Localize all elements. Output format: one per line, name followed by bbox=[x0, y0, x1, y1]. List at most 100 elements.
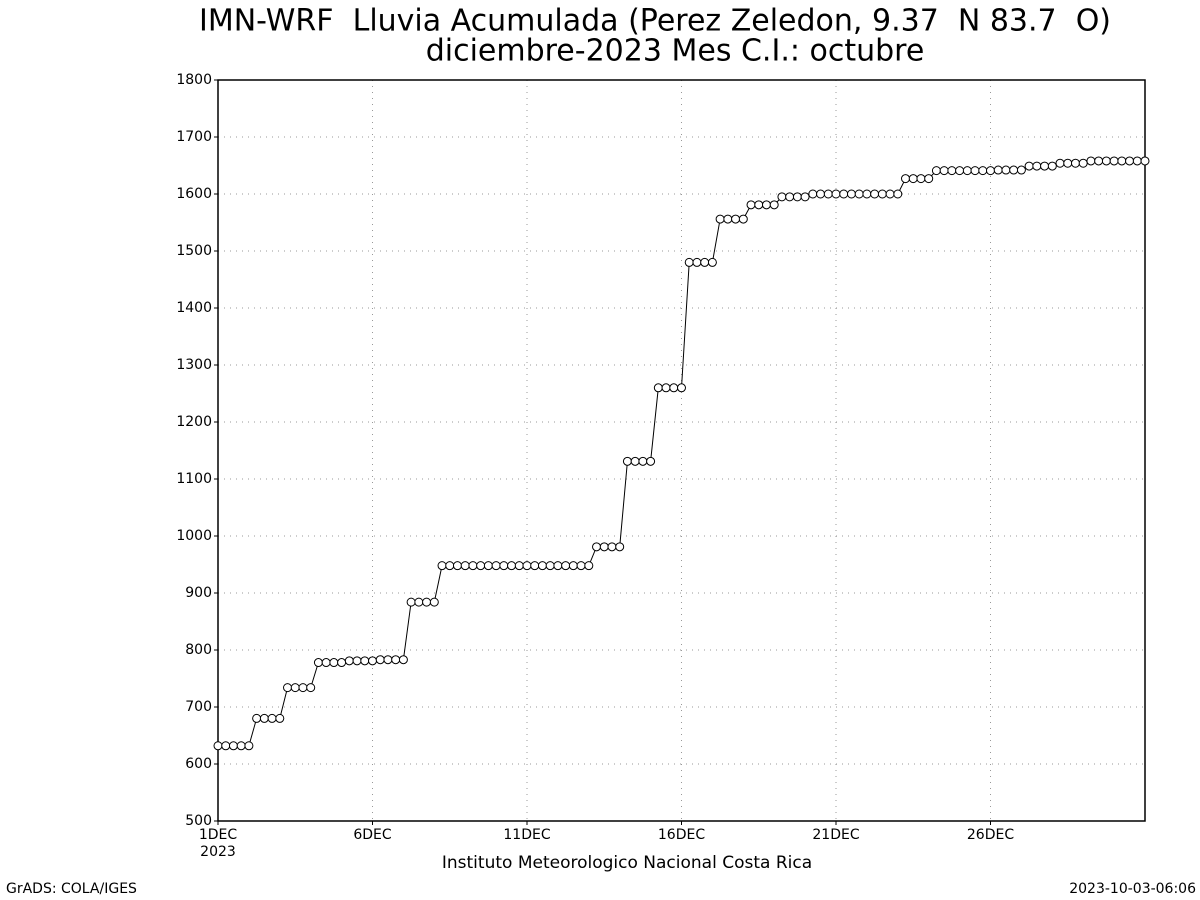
data-point bbox=[754, 200, 764, 210]
data-point bbox=[677, 383, 686, 393]
data-point bbox=[823, 189, 833, 199]
data-point bbox=[831, 189, 841, 199]
data-point bbox=[599, 542, 609, 552]
data-point bbox=[916, 174, 926, 184]
footer: Instituto Meteorologico Nacional Costa R… bbox=[442, 853, 812, 873]
credit: GrADS: COLA/IGES bbox=[6, 881, 137, 897]
data-point bbox=[622, 456, 632, 466]
data-point bbox=[321, 658, 331, 668]
x-tick-label: 11DEC bbox=[503, 827, 550, 843]
data-point bbox=[576, 561, 586, 571]
data-point bbox=[499, 561, 509, 571]
data-point bbox=[483, 561, 493, 571]
data-point bbox=[978, 166, 988, 176]
y-tick-label: 1800 bbox=[176, 72, 212, 88]
data-point bbox=[893, 189, 903, 199]
data-point bbox=[901, 174, 911, 184]
data-point bbox=[846, 189, 856, 199]
data-point bbox=[460, 561, 470, 571]
data-point bbox=[738, 214, 748, 224]
y-tick-label: 700 bbox=[185, 699, 212, 715]
data-point bbox=[700, 257, 710, 267]
data-point bbox=[607, 542, 617, 552]
data-point bbox=[962, 166, 972, 176]
data-point bbox=[877, 189, 887, 199]
data-point bbox=[1009, 165, 1019, 175]
y-tick-label: 800 bbox=[185, 642, 212, 658]
data-point bbox=[1001, 165, 1011, 175]
x-tick-label: 16DEC bbox=[658, 827, 705, 843]
data-point bbox=[429, 597, 439, 607]
data-point bbox=[1101, 156, 1111, 166]
data-point bbox=[228, 741, 238, 751]
data-point bbox=[522, 561, 532, 571]
data-point bbox=[615, 542, 625, 552]
data-point bbox=[352, 656, 362, 666]
data-point bbox=[731, 214, 741, 224]
data-point bbox=[252, 713, 262, 723]
data-point bbox=[507, 561, 517, 571]
data-point bbox=[368, 656, 377, 666]
y-tick-label: 1300 bbox=[176, 357, 212, 373]
y-tick-label: 900 bbox=[185, 585, 212, 601]
data-point bbox=[1016, 165, 1026, 175]
data-point bbox=[283, 683, 293, 693]
data-point bbox=[398, 655, 408, 665]
y-tick-label: 1000 bbox=[176, 528, 212, 544]
data-point bbox=[777, 192, 787, 202]
data-point bbox=[692, 257, 702, 267]
data-point bbox=[584, 561, 594, 571]
x-year-label: 2023 bbox=[200, 844, 236, 860]
data-point bbox=[638, 456, 648, 466]
data-point bbox=[1132, 156, 1142, 166]
y-tick-label: 1700 bbox=[176, 129, 212, 145]
data-point bbox=[939, 166, 949, 176]
data-point bbox=[661, 383, 671, 393]
data-point bbox=[545, 561, 555, 571]
data-point bbox=[422, 597, 432, 607]
data-point bbox=[947, 166, 957, 176]
data-point bbox=[530, 561, 540, 571]
data-point bbox=[244, 741, 254, 751]
data-point bbox=[561, 561, 571, 571]
data-point bbox=[329, 658, 339, 668]
data-point bbox=[816, 189, 826, 199]
data-point bbox=[1078, 158, 1088, 168]
data-point bbox=[568, 561, 578, 571]
y-tick-label: 600 bbox=[185, 756, 212, 772]
data-point bbox=[514, 561, 524, 571]
data-point bbox=[684, 257, 694, 267]
data-point bbox=[839, 189, 849, 199]
data-point bbox=[669, 383, 679, 393]
data-point bbox=[630, 456, 640, 466]
data-point bbox=[391, 655, 401, 665]
data-point bbox=[1055, 158, 1065, 168]
data-point bbox=[761, 200, 771, 210]
data-point bbox=[437, 561, 447, 571]
chart-title: IMN-WRF Lluvia Acumulada (Perez Zeledon,… bbox=[199, 4, 1111, 39]
data-point bbox=[993, 165, 1003, 175]
x-tick-label: 6DEC bbox=[353, 827, 392, 843]
data-point bbox=[383, 655, 393, 665]
plot-frame bbox=[217, 79, 1146, 822]
data-point bbox=[924, 174, 934, 184]
data-point bbox=[221, 741, 231, 751]
data-point bbox=[306, 683, 316, 693]
data-point bbox=[800, 192, 810, 202]
data-point bbox=[213, 741, 223, 751]
data-point bbox=[653, 383, 663, 393]
data-point bbox=[931, 166, 941, 176]
data-point bbox=[452, 561, 462, 571]
timestamp: 2023-10-03-06:06 bbox=[1069, 881, 1196, 897]
data-point bbox=[1109, 156, 1119, 166]
data-point bbox=[715, 214, 725, 224]
data-point bbox=[344, 656, 354, 666]
y-tick-label: 1100 bbox=[176, 471, 212, 487]
data-point bbox=[908, 174, 918, 184]
data-point bbox=[290, 683, 300, 693]
data-point bbox=[1117, 156, 1127, 166]
data-point bbox=[885, 189, 895, 199]
data-point bbox=[785, 192, 795, 202]
